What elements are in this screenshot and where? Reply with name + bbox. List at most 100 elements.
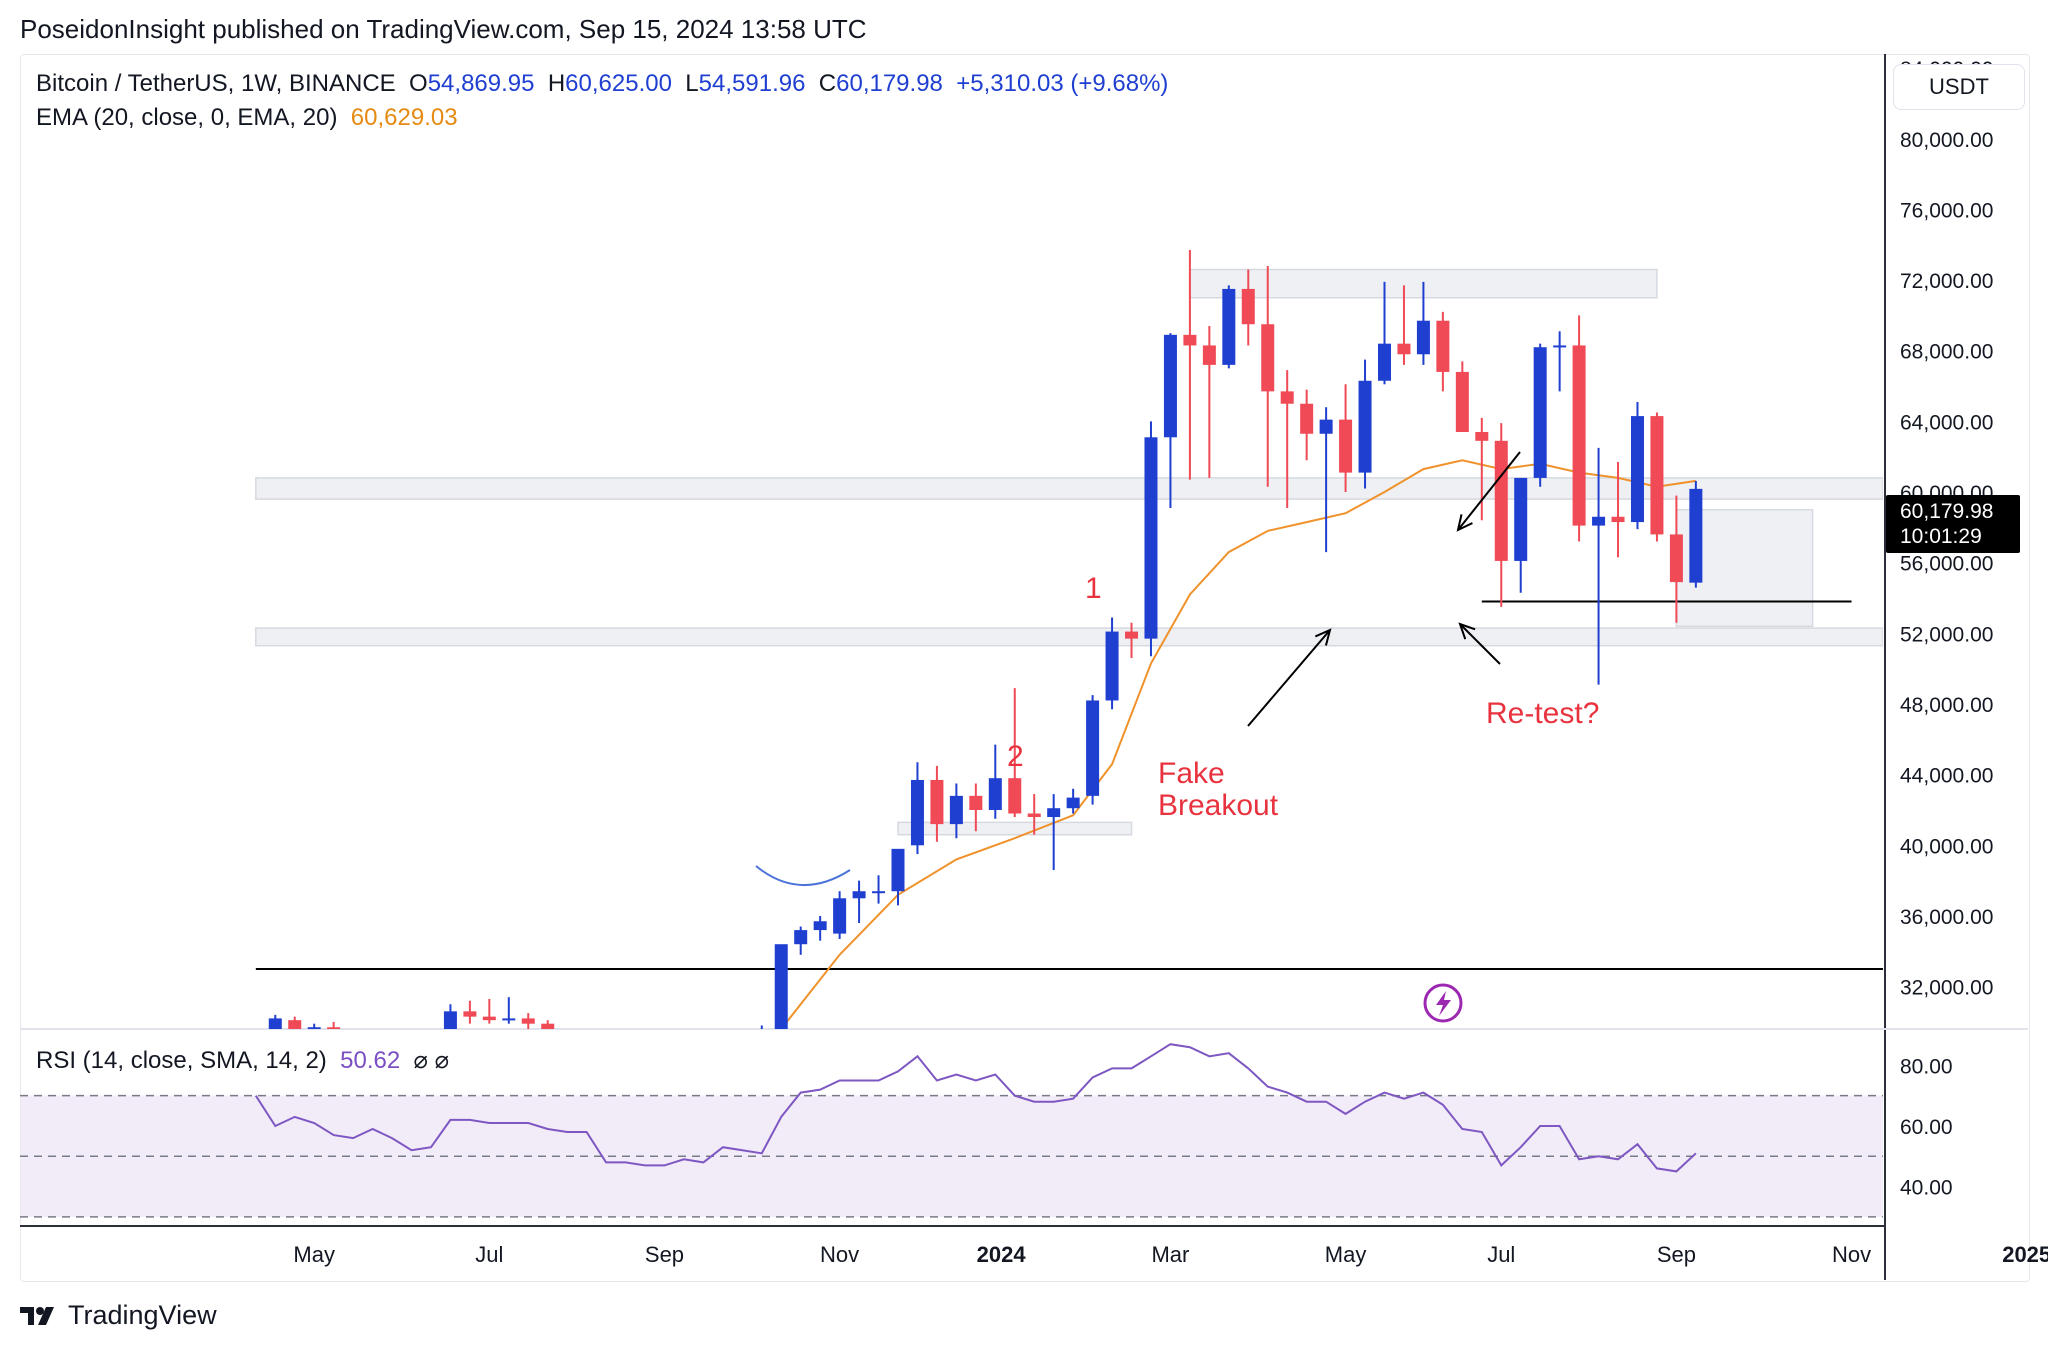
ohlc-legend: Bitcoin / TetherUS, 1W, BINANCE O54,869.… [36, 70, 1168, 98]
retest-arrow [1459, 623, 1501, 665]
candle-body [774, 944, 788, 1029]
candle-body [1086, 700, 1100, 796]
low-label: L [685, 70, 699, 97]
candle-body [1436, 320, 1450, 372]
candle-body [366, 1043, 379, 1045]
candle-body [813, 921, 827, 931]
annotation-label-2: 2 [1007, 740, 1024, 773]
ema-legend[interactable]: EMA (20, close, 0, EMA, 20) 60,629.03 [36, 104, 458, 132]
candle-body [1144, 437, 1158, 639]
last-price-badge: 60,179.98 10:01:29 [1886, 495, 2020, 553]
candle-body [1339, 419, 1353, 473]
high-label: H [547, 70, 566, 97]
price-tick-label: 48,000.00 [1900, 694, 1993, 717]
time-tick-label: Nov [820, 1242, 859, 1267]
candle-body [910, 779, 924, 846]
candle-body [697, 1061, 710, 1073]
retest-arrow-head [1458, 622, 1476, 640]
candle-body [482, 1016, 496, 1021]
change-value: +5,310.03 (+9.68%) [956, 70, 1169, 97]
chart-frame [20, 54, 2030, 1282]
candle-body [443, 1011, 457, 1029]
rsi-plot-group [20, 1043, 1883, 1218]
time-tick-label: Mar [1151, 1242, 1189, 1267]
upper-arrow-head [1456, 514, 1473, 532]
candle-body [1416, 320, 1430, 355]
price-tick-label: 40,000.00 [1900, 835, 1993, 858]
time-tick-label: Jul [1487, 1242, 1515, 1267]
rsi-extra: ⌀ ⌀ [413, 1047, 450, 1074]
price-tick-label: 80,000.00 [1900, 129, 1993, 152]
time-tick-label: Jul [475, 1242, 503, 1267]
currency-selector[interactable]: USDT [1893, 64, 2025, 110]
last-price-value: 60,179.98 [1900, 500, 1994, 523]
candle-body [736, 1057, 749, 1059]
candle-body [347, 1036, 360, 1045]
ema-label: EMA (20, close, 0, EMA, 20) [36, 104, 338, 131]
candle-body [580, 1036, 593, 1040]
candle-body [1553, 345, 1567, 348]
candle-body [639, 1054, 652, 1056]
candle-body [969, 795, 983, 810]
price-tick-label: 36,000.00 [1900, 906, 1993, 929]
candle-body [658, 1055, 671, 1064]
price-tick-label: 52,000.00 [1900, 623, 1993, 646]
candle-body [1047, 808, 1061, 818]
candle-body [677, 1064, 690, 1073]
rsi-legend[interactable]: RSI (14, close, SMA, 14, 2) 50.62 ⌀ ⌀ [36, 1046, 449, 1075]
time-tick-label: May [1325, 1242, 1367, 1267]
candle-body [1611, 516, 1625, 523]
open-value: 54,869.95 [427, 70, 535, 97]
candle-body [1455, 371, 1469, 432]
candle-body [1183, 334, 1197, 346]
lightning-bolt [1436, 991, 1451, 1016]
candle-body [1533, 347, 1547, 478]
candle-body [1125, 631, 1139, 639]
rsi-line [254, 1043, 1697, 1173]
candle-body [1397, 343, 1411, 355]
high-value: 60,625.00 [565, 70, 672, 97]
time-tick-label: Sep [1657, 1242, 1696, 1267]
price-tick-label: 32,000.00 [1900, 977, 1993, 1000]
ema-value: 60,629.03 [350, 104, 458, 131]
close-label: C [818, 70, 837, 97]
candle-body [1163, 334, 1177, 438]
time-tick-label: 2024 [977, 1242, 1027, 1267]
price-tick-label: 44,000.00 [1900, 765, 1993, 788]
tradingview-logo-icon [20, 1306, 54, 1325]
lower-support-zone [255, 627, 1883, 647]
rsi-tick-label: 60.00 [1900, 1116, 1953, 1139]
candle-body [561, 1036, 574, 1038]
fake-breakout-line-2: Breakout [1158, 789, 1279, 822]
price-tick-label: 56,000.00 [1900, 553, 1993, 576]
bar-countdown: 10:01:29 [1900, 525, 1982, 548]
fake-breakout-arrow [1247, 629, 1331, 727]
candle-body [891, 848, 905, 892]
candle-body [1630, 416, 1644, 523]
candle-body [1222, 288, 1236, 365]
candle-body [1592, 516, 1606, 526]
candle-body [852, 891, 866, 899]
price-tick-label: 72,000.00 [1900, 270, 1993, 293]
rsi-tick-label: 80.00 [1900, 1055, 1953, 1078]
candle-body [1300, 403, 1314, 434]
symbol-label[interactable]: Bitcoin / TetherUS, 1W, BINANCE [36, 70, 396, 97]
upper-arrow [1457, 451, 1521, 531]
rsi-tick-label: 40.00 [1900, 1177, 1953, 1200]
price-tick-label: 76,000.00 [1900, 199, 1993, 222]
price-tick-label: 64,000.00 [1900, 411, 1993, 434]
candle-body [1066, 797, 1080, 809]
ema-line [780, 459, 1697, 1029]
small-consolidation-zone [897, 821, 1133, 836]
main-plot-group [255, 250, 1883, 1073]
mid-support-zone [255, 477, 1883, 500]
candle-body [1008, 778, 1022, 814]
candle-body [794, 930, 808, 945]
candle-body [1261, 324, 1275, 392]
tradingview-footer: TradingView [20, 1300, 217, 1331]
candle-body [1689, 488, 1703, 583]
candle-body [716, 1057, 729, 1061]
candle-body [949, 795, 963, 825]
rounded-bottom-curve [755, 865, 851, 887]
